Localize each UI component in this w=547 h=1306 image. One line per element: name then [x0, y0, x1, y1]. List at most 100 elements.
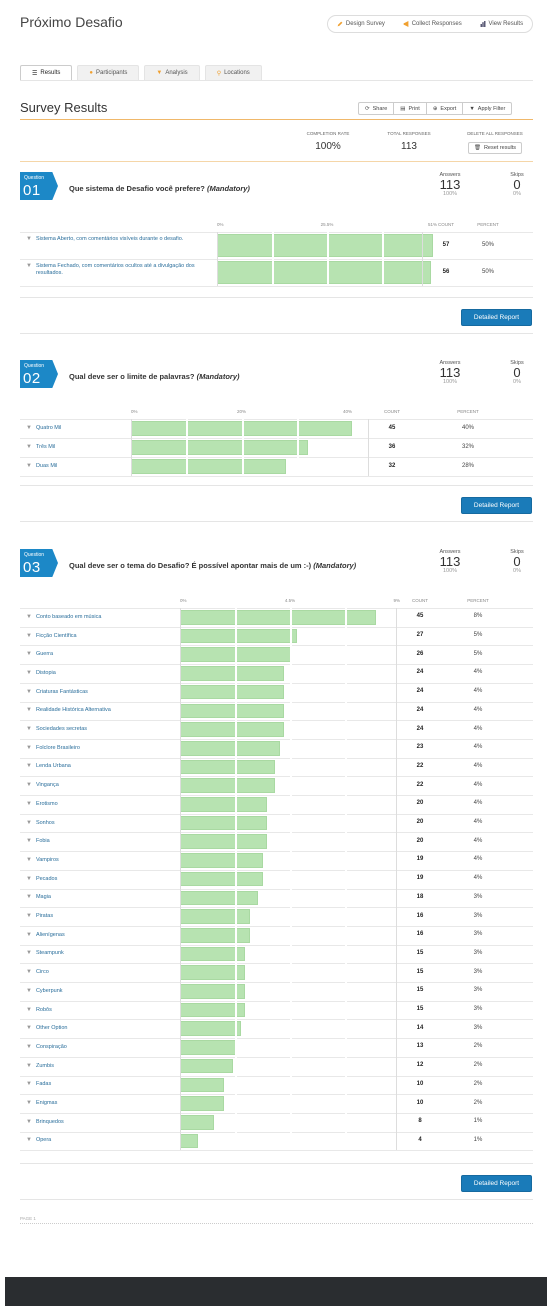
row-label-text: Folclore Brasileiro — [35, 744, 80, 751]
axis-tick-label: 0% — [131, 409, 138, 414]
filter-icon: ▼ — [26, 263, 32, 269]
row-label[interactable]: ▼ Criaturas Fantásticas — [26, 689, 171, 696]
row-label[interactable]: ▼ Other Option — [26, 1025, 171, 1032]
table-row — [20, 813, 533, 833]
row-label[interactable]: ▼ Ficção Científica — [26, 633, 171, 640]
question-text: Qual deve ser o tema do Desafio? É possí… — [69, 561, 356, 570]
user-icon: ● — [89, 70, 94, 76]
filter-icon: ▼ — [26, 688, 32, 695]
results-toolbar: ⟳ Share ▤ Print ⊕ Export ▼ Apply Filter — [358, 102, 513, 115]
row-label[interactable]: ▼ Circo — [26, 969, 171, 976]
reset-results-button[interactable]: 🗑 Reset results — [467, 142, 523, 154]
row-label[interactable]: ▼ Sociedades secretas — [26, 726, 171, 733]
row-label[interactable]: ▼ Robôs — [26, 1007, 171, 1014]
printer-icon: ▤ — [400, 105, 406, 112]
row-label[interactable]: ▼ Piratas — [26, 913, 171, 920]
question-label: Question — [24, 552, 45, 558]
row-label[interactable]: ▼ Quatro Mil — [26, 425, 121, 432]
filter-icon: ▼ — [26, 969, 32, 976]
export-button[interactable]: ⊕ Export — [427, 103, 464, 114]
filter-icon: ▼ — [26, 1137, 32, 1144]
row-label[interactable]: ▼ Duas Mil — [26, 463, 121, 470]
row-label[interactable]: ▼ Erotismo — [26, 801, 171, 808]
chart-bar — [180, 871, 264, 887]
count-header: COUNT — [412, 598, 428, 603]
row-label[interactable]: ▼ Opera — [26, 1137, 171, 1144]
tab-locations[interactable]: ⚲ Locations — [204, 65, 262, 80]
table-row — [20, 776, 533, 795]
row-label-text: Quatro Mil — [35, 425, 62, 431]
section-end-divider — [20, 521, 533, 522]
chart-bar — [180, 927, 250, 943]
row-label[interactable]: ▼ Lenda Urbana — [26, 763, 171, 770]
row-label[interactable]: ▼ Brinquedos — [26, 1119, 171, 1126]
table-row — [20, 1075, 533, 1095]
collect-responses-link[interactable]: Collect Responses — [403, 21, 462, 27]
filter-icon: ▼ — [26, 651, 32, 658]
row-label[interactable]: ▼ Conto baseado em música — [26, 614, 171, 621]
export-icon: ⊕ — [432, 105, 438, 112]
row-percent: 4% — [473, 669, 483, 676]
orange-divider — [20, 119, 533, 120]
row-label[interactable]: ▼ Folclore Brasileiro — [26, 745, 171, 752]
print-button[interactable]: ▤ Print — [394, 103, 427, 114]
row-label[interactable]: ▼ Realidade Histórica Alternativa — [26, 707, 171, 714]
row-label-text: Fadas — [35, 1081, 52, 1088]
detailed-report-button[interactable]: Detailed Report — [461, 497, 532, 514]
chart-bar — [217, 234, 433, 257]
delete-responses-stat: DELETE ALL RESPONSES 🗑 Reset results — [464, 131, 526, 154]
row-count: 20 — [416, 819, 424, 826]
row-label[interactable]: ▼ Enigmas — [26, 1100, 171, 1107]
row-label[interactable]: ▼ Steampunk — [26, 950, 171, 957]
chart-bar — [180, 1077, 224, 1093]
row-count: 14 — [416, 1024, 424, 1031]
chart-bar — [180, 1058, 233, 1074]
row-label[interactable]: ▼ Sonhos — [26, 820, 171, 827]
filter-icon: ▼ — [156, 70, 163, 76]
chart-bar — [180, 1133, 199, 1149]
row-label[interactable]: ▼ Conspiração — [26, 1044, 171, 1051]
row-label[interactable]: ▼ Sistema Fechado, com comentários oculto… — [26, 263, 206, 277]
section-divider — [20, 1163, 533, 1164]
skips-count: 0 — [513, 365, 521, 380]
row-label[interactable]: ▼ Sistema Aberto, com comentários visívei… — [26, 236, 206, 243]
row-percent: 4% — [473, 837, 483, 844]
row-label[interactable]: ▼ Alienígenas — [26, 932, 171, 939]
row-label[interactable]: ▼ Magia — [26, 894, 171, 901]
view-results-link[interactable]: View Results — [480, 21, 523, 27]
row-percent: 3% — [473, 987, 483, 994]
row-label[interactable]: ▼ Fadas — [26, 1081, 171, 1088]
detailed-report-button[interactable]: Detailed Report — [461, 309, 532, 326]
count-column-line — [422, 232, 423, 286]
filter-icon: ▼ — [26, 800, 32, 807]
chart-bar — [180, 909, 250, 924]
row-label[interactable]: ▼ Vampiros — [26, 857, 171, 864]
row-label[interactable]: ▼ Cyberpunk — [26, 988, 171, 995]
row-label[interactable]: ▼ Pecados — [26, 876, 171, 883]
row-label[interactable]: ▼ Zumbis — [26, 1063, 171, 1070]
filter-icon: ▼ — [26, 669, 32, 676]
filter-icon: ▼ — [26, 856, 32, 863]
design-survey-link[interactable]: Design Survey — [337, 21, 385, 27]
tab-participants[interactable]: ● Participants — [77, 65, 140, 80]
row-percent: 2% — [473, 1043, 483, 1050]
row-label[interactable]: ▼ Guerra — [26, 651, 171, 658]
share-button[interactable]: ⟳ Share — [359, 103, 395, 114]
row-label[interactable]: ▼ Vingança — [26, 782, 171, 789]
filter-icon: ▼ — [26, 894, 32, 901]
row-percent: 3% — [473, 1006, 483, 1013]
tab-results[interactable]: ☰ Results — [20, 65, 73, 80]
row-label-text: Ficção Científica — [35, 632, 77, 639]
detailed-report-button[interactable]: Detailed Report — [461, 1175, 532, 1192]
skips-box: Skips 0 0% — [500, 172, 534, 197]
skips-box: Skips 0 0% — [500, 360, 534, 385]
tab-analysis[interactable]: ▼ Analysis — [144, 65, 200, 80]
filter-icon: ▼ — [26, 763, 32, 770]
total-responses-value: 113 — [401, 141, 417, 152]
row-label[interactable]: ▼ Distopia — [26, 670, 171, 677]
axis-tick-label: 25.5% — [320, 222, 334, 227]
apply-filter-button[interactable]: ▼ Apply Filter — [469, 105, 506, 112]
table-row — [20, 720, 533, 739]
row-label[interactable]: ▼ Fobia — [26, 838, 171, 845]
row-label[interactable]: ▼ Três Mil — [26, 444, 121, 451]
